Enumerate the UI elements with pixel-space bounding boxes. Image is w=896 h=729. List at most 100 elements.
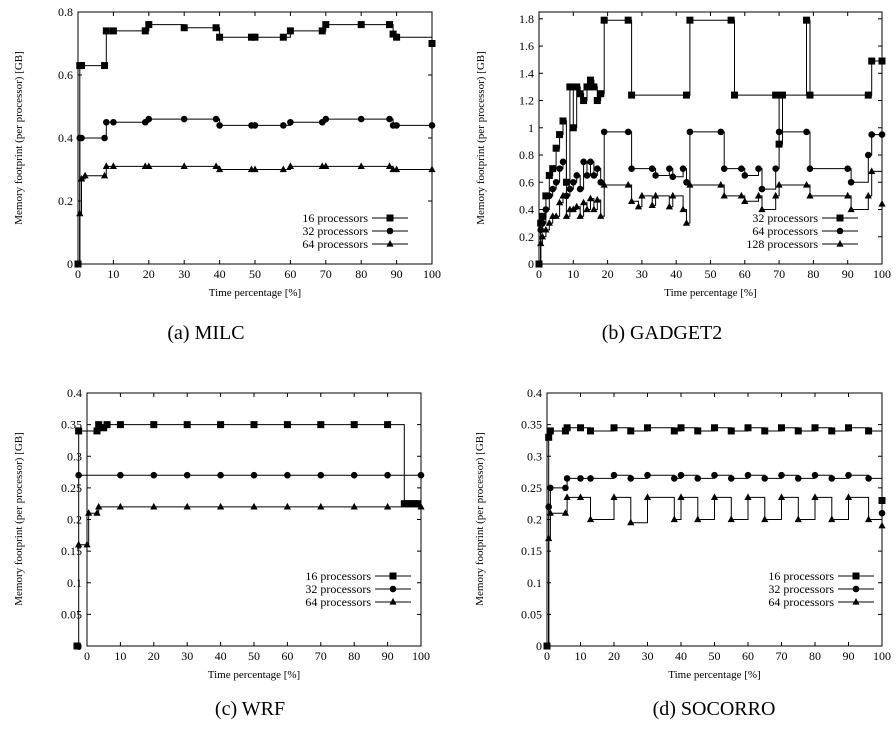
- x-tick-label: 50: [248, 649, 260, 663]
- data-point-0: [566, 83, 574, 91]
- data-point-0: [103, 421, 111, 429]
- data-point-2: [758, 205, 766, 213]
- x-tick-label: 60: [284, 267, 296, 281]
- data-point-0: [865, 427, 873, 435]
- data-point-0: [556, 131, 564, 139]
- legend-label-2: 64 processors: [305, 595, 371, 609]
- y-tick-label: 1: [528, 121, 534, 135]
- x-axis-label: Time percentage [%]: [664, 287, 756, 299]
- data-point-2: [590, 205, 598, 213]
- data-point-2: [844, 191, 852, 199]
- data-point-2: [679, 205, 687, 213]
- data-point-0: [217, 421, 225, 429]
- legend-marker-0: [852, 572, 860, 580]
- x-tick-label: 70: [776, 649, 788, 663]
- y-tick-label: 1.8: [519, 12, 534, 26]
- data-point-0: [101, 62, 109, 70]
- data-point-0: [546, 427, 554, 435]
- data-point-0: [597, 90, 605, 98]
- y-tick-label: 0.8: [519, 148, 534, 162]
- data-point-2: [717, 180, 725, 188]
- x-tick-label: 70: [773, 267, 785, 281]
- x-tick-label: 70: [320, 267, 332, 281]
- data-point-2: [634, 202, 643, 210]
- data-point-1: [384, 471, 391, 479]
- series-line-0: [547, 427, 883, 647]
- caption-c: (c) WRF: [214, 698, 286, 720]
- data-point-1: [75, 471, 82, 479]
- x-tick-label: 50: [249, 267, 261, 281]
- y-tick-label: 0.05: [61, 607, 82, 621]
- x-tick-label: 0: [536, 267, 542, 281]
- x-tick-label: 100: [873, 267, 891, 281]
- x-tick-label: 70: [315, 649, 327, 663]
- x-tick-label: 60: [739, 267, 751, 281]
- data-point-2: [74, 260, 82, 267]
- data-point-1: [150, 471, 158, 479]
- x-tick-label: 90: [391, 267, 403, 281]
- data-point-2: [610, 493, 618, 500]
- y-tick-label: 0: [536, 639, 542, 653]
- x-tick-label: 0: [544, 649, 550, 663]
- data-point-0: [593, 97, 601, 105]
- x-tick-label: 30: [642, 649, 654, 663]
- data-point-0: [317, 421, 325, 429]
- data-point-1: [738, 165, 745, 172]
- data-point-2: [638, 191, 646, 199]
- data-point-1: [357, 115, 365, 123]
- data-point-1: [794, 475, 802, 482]
- data-point-0: [109, 27, 117, 35]
- x-tick-label: 20: [608, 649, 620, 663]
- data-point-2: [670, 515, 678, 523]
- legend-marker-1: [836, 227, 844, 235]
- x-tick-label: 40: [670, 267, 682, 281]
- legend-label-0: 16 processors: [302, 211, 368, 225]
- data-point-2: [586, 194, 595, 202]
- data-point-2: [828, 515, 836, 523]
- data-point-2: [83, 540, 91, 548]
- data-point-2: [537, 239, 545, 247]
- x-axis-label: Time percentage [%]: [209, 287, 301, 299]
- data-point-0: [624, 16, 632, 24]
- data-point-2: [806, 191, 814, 199]
- data-point-1: [669, 173, 677, 181]
- data-point-1: [583, 172, 591, 179]
- data-point-1: [627, 475, 635, 482]
- data-point-2: [212, 162, 220, 169]
- data-point-2: [878, 200, 886, 207]
- data-point-0: [279, 33, 287, 41]
- x-tick-label: 10: [567, 267, 579, 281]
- data-point-0: [803, 16, 811, 24]
- data-point-2: [538, 232, 547, 240]
- data-point-2: [777, 493, 786, 500]
- data-point-0: [141, 27, 149, 35]
- x-axis-label: Time percentage [%]: [208, 669, 300, 681]
- data-point-2: [542, 225, 550, 233]
- data-point-2: [686, 180, 694, 188]
- data-point-1: [217, 471, 224, 479]
- legend-label-0: 16 processors: [305, 569, 371, 583]
- series-line-1: [78, 118, 432, 265]
- data-point-0: [727, 427, 735, 435]
- x-tick-label: 0: [84, 649, 90, 663]
- data-point-1: [563, 475, 571, 482]
- data-point-1: [778, 471, 785, 479]
- data-point-1: [679, 165, 687, 172]
- data-point-2: [600, 180, 608, 188]
- data-point-1: [624, 128, 632, 136]
- data-point-2: [573, 202, 581, 210]
- data-point-0: [731, 91, 739, 99]
- data-point-1: [212, 115, 220, 123]
- data-point-2: [545, 534, 553, 542]
- data-point-1: [845, 471, 852, 479]
- data-point-0: [283, 421, 291, 429]
- data-point-0: [93, 427, 101, 435]
- data-point-0: [868, 57, 876, 65]
- data-point-1: [386, 115, 393, 123]
- data-point-2: [93, 509, 101, 516]
- data-point-1: [101, 134, 108, 142]
- x-tick-label: 30: [178, 267, 190, 281]
- data-point-1: [417, 471, 425, 479]
- y-tick-label: 1.6: [519, 39, 534, 53]
